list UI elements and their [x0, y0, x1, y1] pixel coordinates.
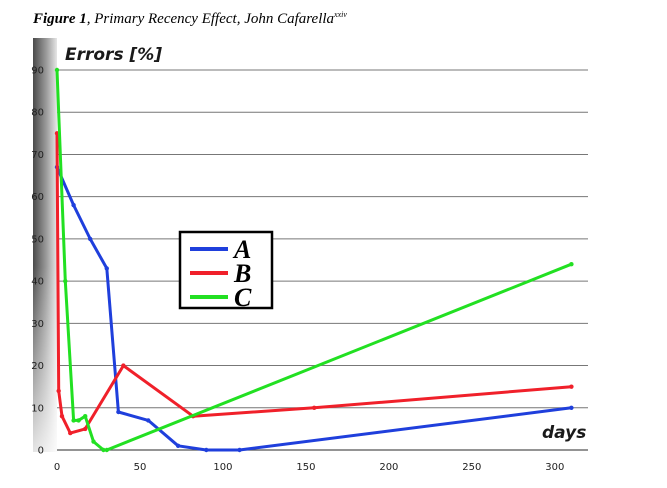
y-tick-label: 30 — [31, 319, 44, 330]
data-point — [59, 414, 65, 419]
caption-text: , Primary Recency Effect, John Cafarella — [86, 11, 335, 27]
series-line-a — [55, 166, 572, 452]
y-tick-label: 90 — [31, 66, 44, 77]
data-point — [56, 388, 61, 394]
legend-label: C — [234, 283, 252, 312]
data-point — [569, 405, 574, 410]
y-tick-label: 80 — [31, 108, 44, 119]
y-axis-title: Errors [%] — [65, 45, 162, 65]
x-tick-label: 50 — [134, 462, 147, 473]
data-point — [116, 409, 121, 415]
data-point — [121, 363, 126, 368]
data-point — [76, 418, 81, 423]
y-tick-label: 10 — [31, 403, 44, 414]
data-point — [91, 439, 96, 444]
y-axis-shade-fade — [33, 38, 57, 452]
series-line-b — [55, 133, 572, 435]
x-tick-labels: 0 50 100 150 200 250 300 — [54, 462, 565, 473]
y-tick-label: 70 — [31, 150, 44, 161]
data-point — [83, 414, 88, 419]
x-tick-label: 200 — [379, 462, 398, 473]
data-point — [146, 418, 151, 423]
x-tick-label: 300 — [545, 462, 564, 473]
y-tick-label: 0 — [38, 446, 44, 457]
caption-superscript: xxiv — [334, 10, 347, 19]
data-point — [175, 443, 181, 448]
data-point — [83, 426, 88, 432]
data-point — [101, 447, 106, 453]
data-point — [71, 418, 76, 423]
series-lines — [54, 67, 574, 453]
legend-label: B — [233, 259, 251, 288]
data-point — [104, 266, 109, 271]
figure-caption: Figure 1, Primary Recency Effect, John C… — [33, 10, 347, 28]
legend-label: A — [232, 235, 251, 264]
y-tick-label: 60 — [31, 192, 44, 203]
x-tick-label: 150 — [296, 462, 315, 473]
y-tick-label: 20 — [31, 361, 44, 372]
data-point — [569, 384, 574, 389]
y-tick-label: 50 — [31, 234, 44, 245]
x-axis-title: days — [542, 423, 586, 443]
x-tick-label: 100 — [213, 462, 232, 473]
y-tick-label: 40 — [31, 277, 44, 288]
data-point — [54, 67, 60, 73]
figure-label: Figure 1 — [33, 11, 87, 27]
data-point — [312, 405, 317, 410]
data-point — [237, 447, 242, 453]
x-tick-label: 0 — [54, 462, 60, 473]
data-point — [87, 236, 93, 242]
y-tick-labels: 0 10 20 30 40 50 60 70 80 90 — [31, 66, 44, 457]
x-tick-label: 250 — [462, 462, 481, 473]
data-point — [569, 262, 574, 267]
data-point — [104, 447, 109, 453]
data-point — [204, 447, 209, 453]
data-point — [63, 278, 68, 284]
legend: ABC — [178, 230, 274, 312]
data-point — [68, 430, 73, 436]
data-point — [71, 202, 76, 208]
